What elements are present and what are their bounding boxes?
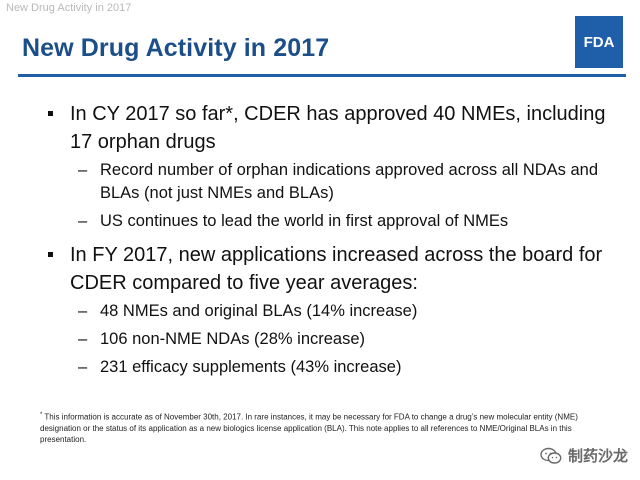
sub-bullet-item: – 231 efficacy supplements (43% increase… [70,356,620,379]
watermark-text: 制药沙龙 [567,448,628,465]
dash-icon: – [78,358,88,376]
bullet-square-icon [48,252,53,257]
footnote: * This information is accurate as of Nov… [40,410,600,445]
sub-bullet-text: 48 NMEs and original BLAs (14% increase) [100,302,418,320]
title-divider [18,74,626,77]
dash-icon: – [78,212,88,230]
fda-logo-text: FDA [583,33,615,51]
footnote-text: This information is accurate as of Novem… [40,412,578,444]
sub-bullet-text: 231 efficacy supplements (43% increase) [100,358,402,376]
wechat-icon [540,447,562,464]
dash-icon: – [78,161,88,179]
watermark: 制药沙龙 [540,445,628,466]
sub-bullet-item: – US continues to lead the world in firs… [70,210,620,233]
sub-bullet-item: – 106 non-NME NDAs (28% increase) [70,328,620,351]
slide-title: New Drug Activity in 2017 [22,34,330,62]
sub-bullet-item: – 48 NMEs and original BLAs (14% increas… [70,300,620,323]
sub-bullet-text: Record number of orphan indications appr… [100,161,599,202]
bullet-list: In CY 2017 so far*, CDER has approved 40… [40,100,620,387]
sub-bullet-list: – 48 NMEs and original BLAs (14% increas… [70,300,620,379]
bullet-square-icon [48,111,53,116]
sub-bullet-list: – Record number of orphan indications ap… [70,159,620,233]
bullet-text: In FY 2017, new applications increased a… [70,244,603,294]
header-caption: New Drug Activity in 2017 [6,2,132,14]
fda-logo: FDA [575,16,623,68]
dash-icon: – [78,330,88,348]
sub-bullet-text: US continues to lead the world in first … [100,212,509,230]
dash-icon: – [78,302,88,320]
sub-bullet-text: 106 non-NME NDAs (28% increase) [100,330,366,348]
sub-bullet-item: – Record number of orphan indications ap… [70,159,620,205]
footnote-marker: * [40,412,43,418]
bullet-text: In CY 2017 so far*, CDER has approved 40… [70,103,606,153]
bullet-item: In CY 2017 so far*, CDER has approved 40… [40,100,620,233]
bullet-item: In FY 2017, new applications increased a… [40,241,620,379]
